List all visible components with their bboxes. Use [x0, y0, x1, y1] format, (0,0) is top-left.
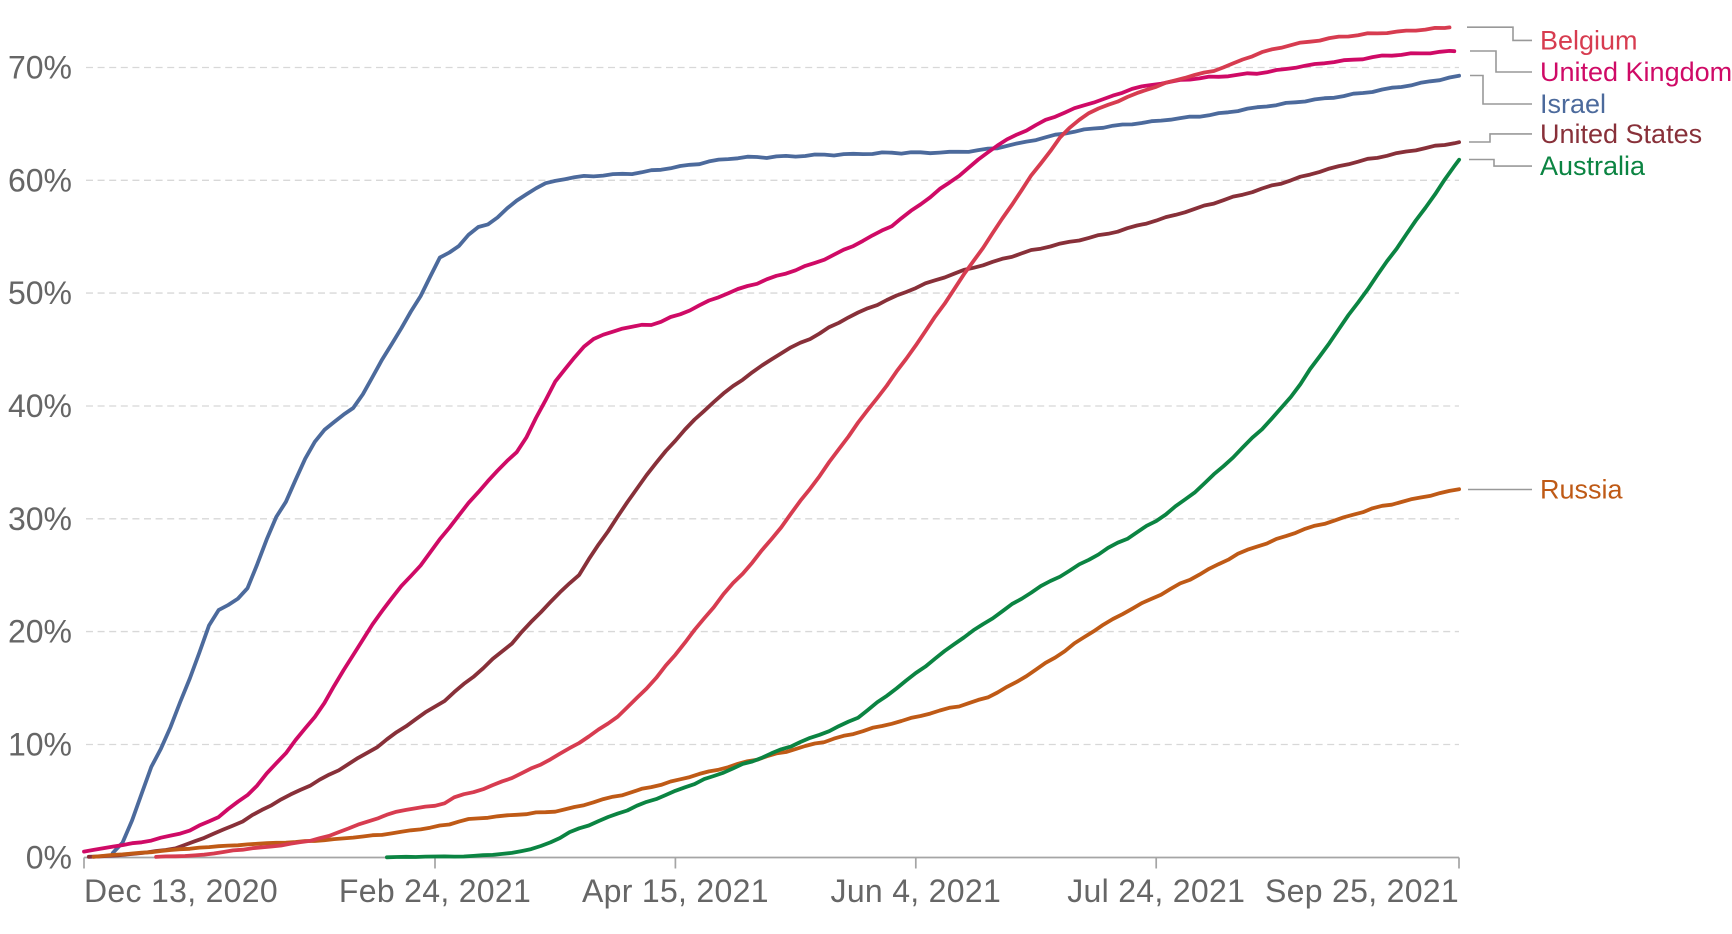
svg-text:0%: 0% [26, 839, 72, 875]
svg-text:Jun 4, 2021: Jun 4, 2021 [831, 873, 1002, 909]
svg-text:Australia: Australia [1540, 151, 1646, 181]
svg-text:70%: 70% [8, 50, 72, 86]
svg-text:Feb 24, 2021: Feb 24, 2021 [339, 873, 531, 909]
svg-text:50%: 50% [8, 275, 72, 311]
svg-text:Israel: Israel [1540, 89, 1606, 119]
svg-text:United Kingdom: United Kingdom [1540, 57, 1732, 87]
svg-text:30%: 30% [8, 501, 72, 537]
svg-text:Jul 24, 2021: Jul 24, 2021 [1067, 873, 1245, 909]
svg-text:Dec 13, 2020: Dec 13, 2020 [84, 873, 278, 909]
svg-text:20%: 20% [8, 614, 72, 650]
svg-text:Apr 15, 2021: Apr 15, 2021 [582, 873, 769, 909]
svg-text:Sep 25, 2021: Sep 25, 2021 [1265, 873, 1459, 909]
svg-text:Belgium: Belgium [1540, 25, 1638, 55]
svg-text:Russia: Russia [1540, 475, 1624, 505]
svg-text:10%: 10% [8, 727, 72, 763]
svg-text:40%: 40% [8, 388, 72, 424]
svg-text:United States: United States [1540, 119, 1702, 149]
svg-text:60%: 60% [8, 162, 72, 198]
